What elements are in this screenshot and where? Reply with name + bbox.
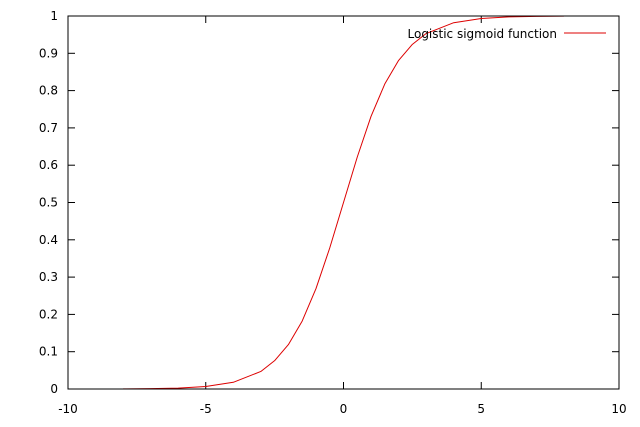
y-tick-label: 0.7 [39, 121, 58, 135]
legend-label: Logistic sigmoid function [408, 27, 558, 41]
y-tick-label: 1 [50, 9, 58, 23]
y-tick-label: 0.1 [39, 345, 58, 359]
y-tick-label: 0.6 [39, 158, 58, 172]
y-tick-label: 0.5 [39, 196, 58, 210]
x-tick-label: 5 [477, 402, 485, 416]
legend: Logistic sigmoid function [408, 27, 606, 41]
x-tick-label: -10 [58, 402, 78, 416]
x-tick-label: 0 [340, 402, 348, 416]
plot-frame [67, 15, 620, 390]
y-tick-label: 0 [50, 382, 58, 396]
tick-labels-layer: -10 -5 0 5 10 0 0.1 0.2 0.3 0.4 0.5 0.6 0.7 0.8 0.9 1 [39, 9, 627, 416]
series-layer [123, 15, 564, 390]
x-tick-label: 10 [611, 402, 626, 416]
y-tick-label: 0.3 [39, 270, 58, 284]
y-tick-label: 0.2 [39, 307, 58, 321]
y-tick-label: 0.8 [39, 84, 58, 98]
y-tick-label: 0.9 [39, 46, 58, 60]
series-line [123, 15, 564, 390]
y-tick-label: 0.4 [39, 233, 58, 247]
x-tick-label: -5 [200, 402, 212, 416]
